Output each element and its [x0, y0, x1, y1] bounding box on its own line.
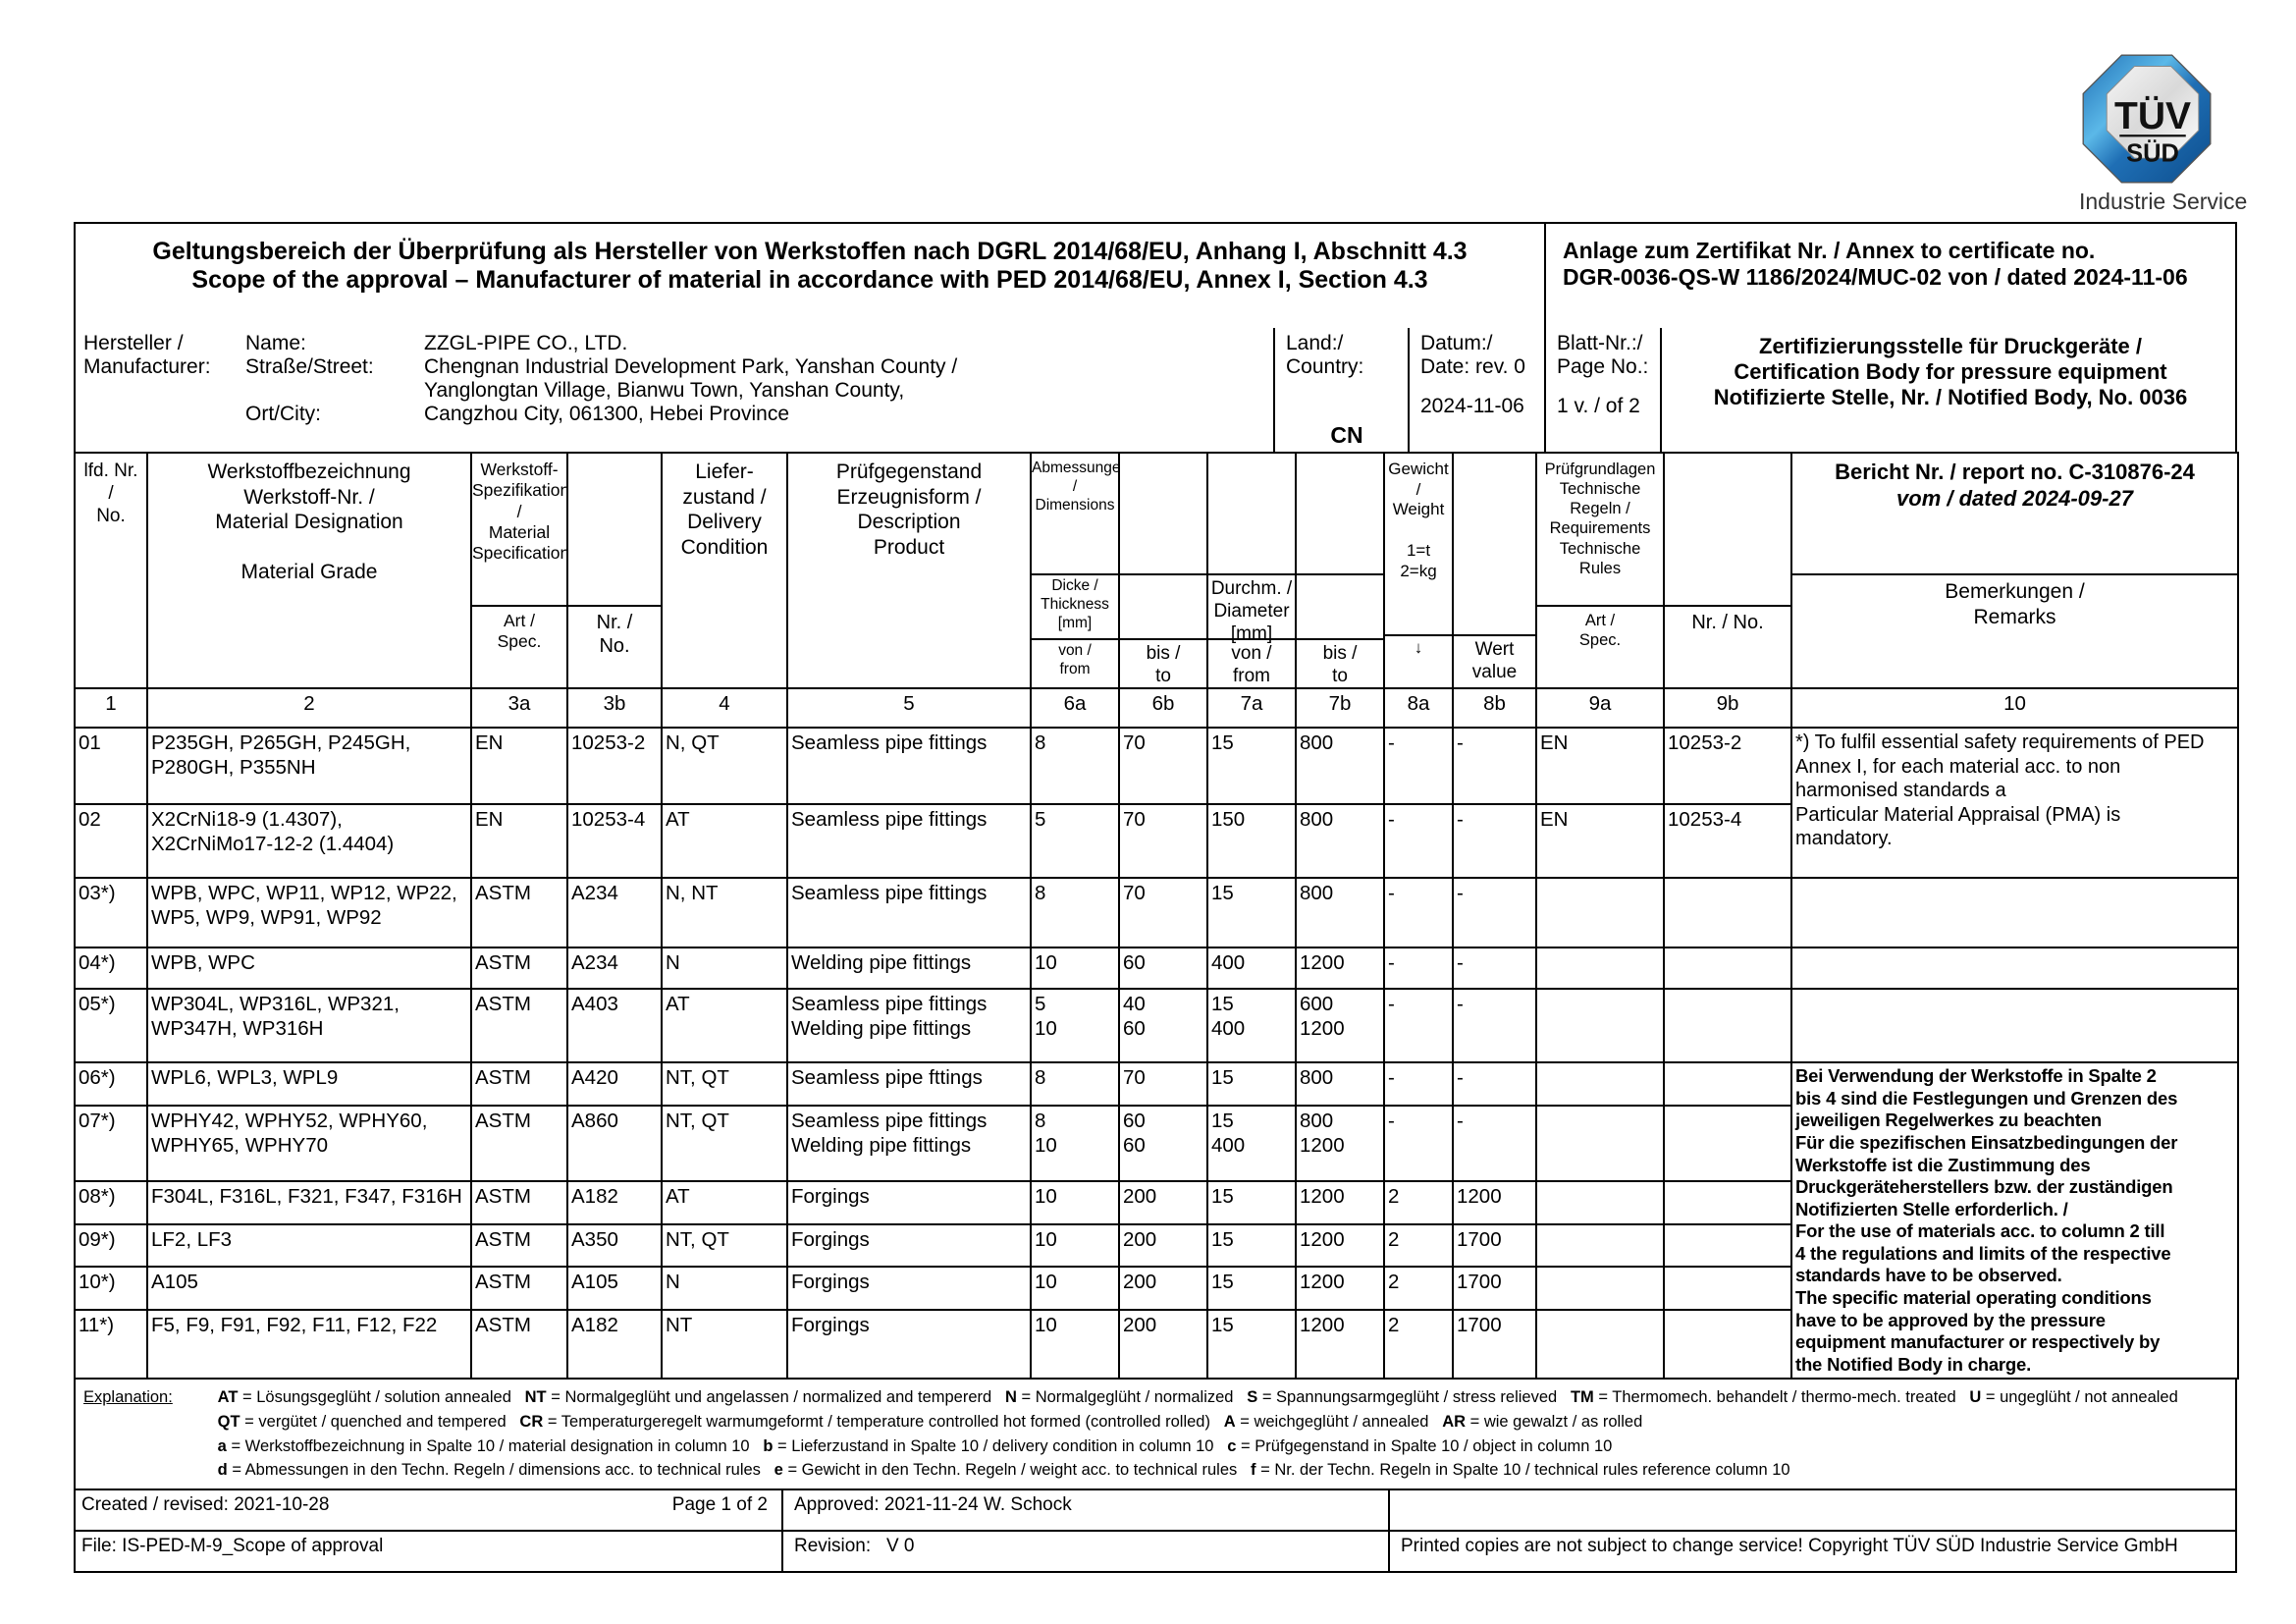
svg-text:TÜV: TÜV — [2114, 95, 2191, 137]
svg-text:SÜD: SÜD — [2126, 139, 2179, 168]
